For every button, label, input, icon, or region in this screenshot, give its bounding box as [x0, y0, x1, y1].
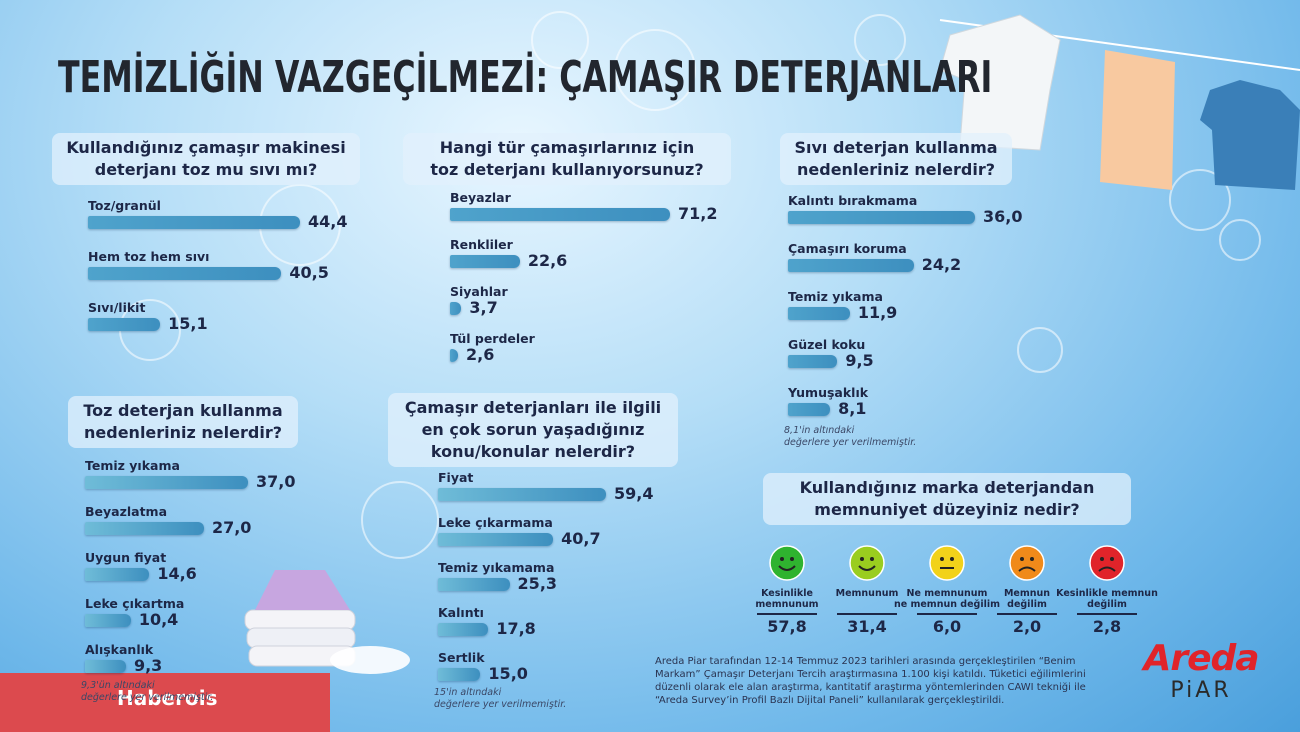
value-label: 22,6	[527, 251, 568, 270]
bar	[85, 476, 248, 489]
face-icon	[1009, 545, 1045, 581]
bar	[85, 568, 150, 581]
rating-value: 57,8	[757, 613, 817, 636]
bar	[788, 259, 914, 272]
category-label: Temiz yıkamama	[438, 560, 555, 575]
value-label: 17,8	[496, 619, 536, 638]
bar	[450, 302, 462, 315]
category-label: Siyahlar	[450, 284, 508, 299]
category-label: Beyazlatma	[85, 504, 168, 519]
category-label: Renkliler	[450, 237, 513, 252]
footer-text: Areda Piar tarafından 12-14 Temmuz 2023 …	[655, 656, 1086, 706]
category-label: Leke çıkartma	[85, 596, 185, 611]
value-label: 59,4	[614, 484, 654, 503]
rating-value: 6,0	[917, 613, 977, 636]
value-label: 40,7	[561, 529, 601, 548]
main-title: TEMİZLİĞİN VAZGEÇİLMEZİ: ÇAMAŞIR DETERJA…	[58, 52, 993, 103]
category-label: Kalıntı	[438, 605, 484, 620]
rating-label: Kesinlikle memnunum	[755, 588, 819, 610]
category-label: Çamaşırı koruma	[788, 241, 907, 256]
category-label: Hem toz hem sıvı	[88, 249, 210, 264]
face-icon	[849, 545, 885, 581]
watermark: Haberois	[0, 673, 330, 732]
bar	[450, 349, 459, 362]
value-label: 37,0	[256, 472, 296, 491]
question-title: Kullandığınız çamaşır makinesi deterjanı…	[52, 133, 360, 185]
category-label: Kalıntı bırakmama	[788, 193, 918, 208]
face-icon	[929, 545, 965, 581]
category-label: Alışkanlık	[85, 642, 154, 657]
bar	[85, 614, 131, 627]
bar	[788, 403, 831, 416]
bar	[88, 267, 282, 280]
rating-label: Ne memnunum ne memnun değilim	[893, 588, 1001, 610]
value-label: 36,0	[983, 207, 1023, 226]
category-label: Toz/granül	[88, 198, 161, 213]
bar	[450, 208, 670, 221]
category-label: Fiyat	[438, 470, 474, 485]
bar	[438, 533, 554, 546]
bar	[85, 522, 204, 535]
note: 15'in altındaki değerlere yer verilmemiş…	[434, 687, 567, 710]
value-label: 27,0	[211, 518, 252, 537]
question-title: Çamaşır deterjanları ile ilgili en çok s…	[388, 393, 678, 467]
rating-label: Kesinlikle memnun değilim	[1056, 588, 1158, 610]
value-label: 8,1	[838, 399, 867, 418]
logo: Areda PiAR	[1140, 640, 1262, 704]
bar	[450, 255, 520, 268]
question-title: Hangi tür çamaşırlarınız için toz deterj…	[403, 133, 731, 185]
bar	[438, 623, 489, 636]
logo-brand: Areda	[1143, 638, 1259, 679]
value-label: 11,9	[857, 303, 898, 322]
category-label: Temiz yıkama	[788, 289, 883, 304]
bar	[788, 355, 838, 368]
value-label: 71,2	[678, 204, 718, 223]
bar	[438, 668, 481, 681]
note: 8,1'in altındaki değerlere yer verilmemi…	[784, 425, 917, 448]
bar	[88, 318, 161, 331]
value-label: 15,0	[488, 664, 528, 683]
value-label: 10,4	[138, 610, 179, 629]
rating-value: 31,4	[837, 613, 897, 636]
category-label: Uygun fiyat	[85, 550, 167, 565]
bar	[438, 488, 606, 501]
rating-value: 2,8	[1077, 613, 1137, 636]
category-label: Sıvı/likit	[88, 300, 146, 315]
value-label: 24,2	[921, 255, 962, 274]
category-label: Güzel koku	[788, 337, 866, 352]
bar	[88, 216, 300, 229]
bar	[85, 660, 126, 673]
question-title: Sıvı deterjan kullanma nedenleriniz nele…	[780, 133, 1012, 185]
logo-sub: PiAR	[1170, 678, 1232, 703]
value-label: 40,5	[289, 263, 329, 282]
bar	[788, 211, 975, 224]
value-label: 44,4	[308, 212, 348, 231]
note: 9,3'ün altındaki değerlere yer verilmemi…	[81, 680, 214, 703]
value-label: 9,5	[845, 351, 874, 370]
bar	[788, 307, 850, 320]
value-label: 14,6	[157, 564, 197, 583]
value-label: 25,3	[517, 574, 558, 593]
face-icon	[769, 545, 805, 581]
question-title: Toz deterjan kullanma nedenleriniz neler…	[68, 396, 298, 448]
value-label: 3,7	[469, 298, 498, 317]
value-label: 2,6	[466, 345, 495, 364]
category-label: Leke çıkarmama	[438, 515, 553, 530]
value-label: 15,1	[168, 314, 208, 333]
rating-label: Memnunum	[835, 588, 899, 599]
category-label: Beyazlar	[450, 190, 511, 205]
category-label: Temiz yıkama	[85, 458, 180, 473]
face-icon	[1089, 545, 1125, 581]
category-label: Yumuşaklık	[788, 385, 869, 400]
value-label: 9,3	[133, 656, 163, 675]
category-label: Sertlik	[438, 650, 485, 665]
question-title: Kullandığınız marka deterjandan memnuniy…	[763, 473, 1131, 525]
rating-label: Memnun değilim	[1003, 588, 1051, 610]
category-label: Tül perdeler	[450, 331, 535, 346]
bar	[438, 578, 510, 591]
rating-value: 2,0	[997, 613, 1057, 636]
